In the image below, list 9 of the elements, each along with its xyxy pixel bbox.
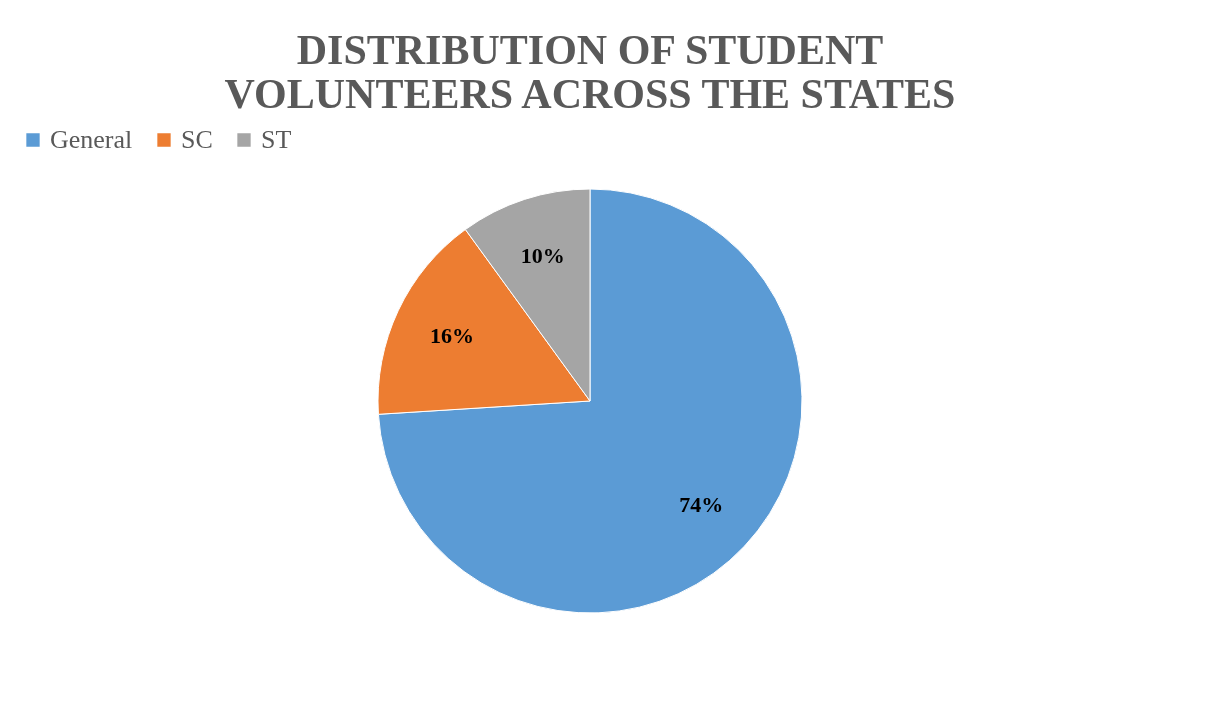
legend-label: SC <box>181 125 213 154</box>
pie-slice <box>377 188 803 614</box>
data-label: 16% <box>429 323 474 349</box>
text: DISTRIBUTION OF STUDENT <box>296 27 884 73</box>
data-label: 74% <box>679 492 724 518</box>
legend-label: General <box>50 125 133 154</box>
legend-label: ST <box>261 125 292 154</box>
data-label: 10% <box>520 242 565 268</box>
text: VOLUNTEERS ACROSS THE STATES <box>224 71 956 117</box>
